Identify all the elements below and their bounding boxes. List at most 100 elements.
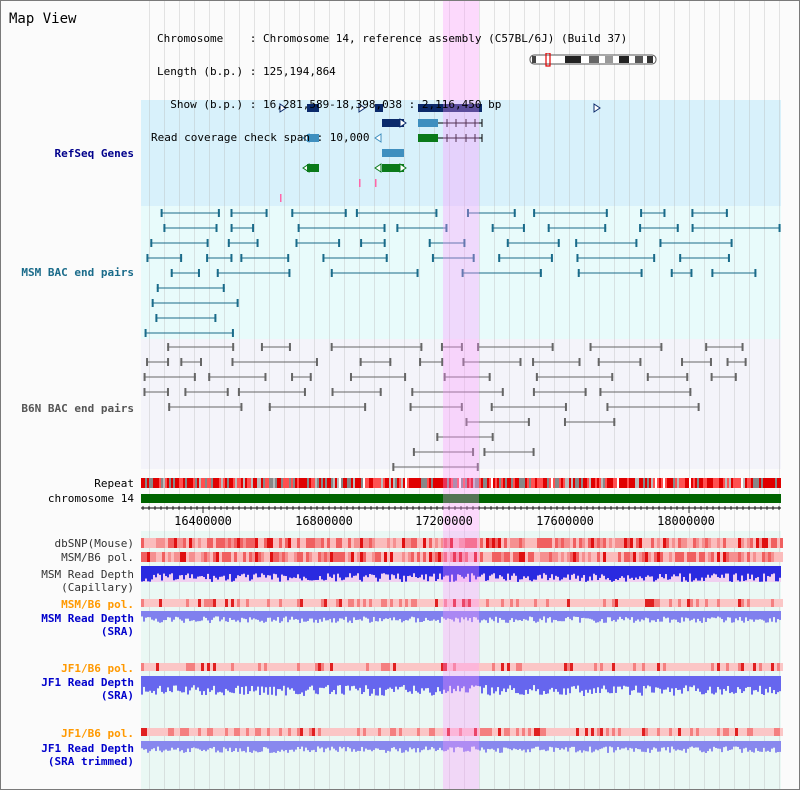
depth-bar — [665, 611, 667, 619]
depth-bar — [467, 566, 469, 574]
depth-bar — [447, 566, 449, 576]
depth-bar — [725, 676, 727, 691]
polymorphism-cell — [414, 552, 417, 562]
depth-bar — [545, 676, 547, 695]
polymorphism-cell — [447, 538, 450, 548]
repeat-segment — [277, 478, 279, 488]
polymorphism-cell — [495, 728, 498, 736]
depth-bar — [229, 741, 231, 748]
msm-bac-pair-end — [428, 239, 431, 247]
chromosome-line: Chromosome : Chromosome 14, reference as… — [157, 32, 628, 45]
polymorphism-cell — [585, 599, 588, 607]
polymorphism-cell — [183, 728, 186, 736]
polymorphism-cell — [342, 599, 345, 607]
depth-bar — [207, 611, 209, 621]
depth-bar — [401, 611, 403, 623]
polymorphism-cell — [771, 552, 774, 562]
depth-bar — [731, 741, 733, 750]
polymorphism-cell — [594, 599, 597, 607]
repeat-segment — [473, 478, 475, 488]
jf1-b6-pol-label-1[interactable]: JF1/B6 pol. — [61, 662, 134, 675]
repeat-segment — [529, 478, 531, 488]
polymorphism-cell — [504, 728, 507, 736]
polymorphism-cell — [372, 538, 375, 548]
polymorphism-cell — [162, 538, 165, 548]
repeat-segment — [779, 478, 781, 488]
polymorphism-cell — [720, 663, 723, 671]
polymorphism-cell — [159, 599, 162, 607]
depth-bar — [507, 676, 509, 689]
polymorphism-cell — [171, 552, 174, 562]
depth-bar — [389, 566, 391, 580]
repeat-segment — [551, 478, 553, 488]
repeat-segment — [729, 478, 731, 488]
grid-line — [404, 1, 405, 789]
polymorphism-cell — [282, 538, 285, 548]
polymorphism-cell — [279, 663, 282, 671]
polymorphism-cell — [744, 728, 747, 736]
msm-b6-pol-label-2[interactable]: MSM/B6 pol. — [61, 598, 134, 611]
depth-bar — [513, 566, 515, 574]
polymorphism-cell — [249, 663, 252, 671]
depth-bar — [371, 676, 373, 694]
polymorphism-cell — [528, 552, 531, 562]
depth-bar — [515, 566, 517, 576]
msm-b6-pol-label-1[interactable]: MSM/B6 pol. — [61, 551, 134, 564]
polymorphism-cell — [453, 663, 456, 671]
polymorphism-cell — [177, 728, 180, 736]
depth-bar — [235, 566, 237, 579]
polymorphism-cell — [759, 728, 762, 736]
refseq-genes-label[interactable]: RefSeq Genes — [54, 147, 134, 160]
msm-bac-end-pairs-label[interactable]: MSM BAC end pairs — [21, 266, 134, 279]
depth-bar — [323, 566, 325, 581]
polymorphism-cell — [633, 599, 636, 607]
msm-bac-pair-end — [338, 239, 341, 247]
depth-bar — [383, 676, 385, 696]
polymorphism-cell — [375, 663, 378, 671]
repeat-segment — [703, 478, 705, 488]
polymorphism-cell — [567, 663, 570, 671]
polymorphism-cell — [327, 663, 330, 671]
dbsnp-label[interactable]: dbSNP(Mouse) — [54, 537, 134, 550]
depth-bar — [643, 741, 645, 752]
depth-bar — [689, 741, 691, 748]
polymorphism-cell — [525, 663, 528, 671]
depth-bar — [183, 566, 185, 580]
depth-bar — [153, 741, 155, 749]
msm-bac-pair-end — [445, 224, 448, 232]
polymorphism-cell — [171, 663, 174, 671]
depth-bar — [647, 741, 649, 749]
polymorphism-cell — [207, 599, 210, 607]
depth-bar — [619, 741, 621, 750]
depth-bar — [481, 566, 483, 575]
msm-read-depth-sra-label[interactable]: MSM Read Depth — [41, 612, 134, 625]
jf1-b6-pol-label-2[interactable]: JF1/B6 pol. — [61, 727, 134, 740]
b6n-bac-end-pairs-label[interactable]: B6N BAC end pairs — [21, 402, 134, 415]
polymorphism-cell — [657, 663, 660, 671]
depth-bar — [637, 566, 639, 580]
chromosome-ideogram[interactable] — [529, 53, 659, 67]
depth-bar — [631, 566, 633, 578]
polymorphism-cell — [714, 663, 717, 671]
polymorphism-cell — [600, 538, 603, 548]
jf1-read-depth-sra-label[interactable]: JF1 Read Depth — [41, 676, 134, 689]
polymorphism-cell — [552, 538, 555, 548]
depth-bar — [537, 611, 539, 622]
polymorphism-cell — [327, 599, 330, 607]
depth-bar — [457, 611, 459, 619]
polymorphism-cell — [474, 552, 477, 562]
depth-bar — [359, 741, 361, 752]
polymorphism-cell — [237, 599, 240, 607]
depth-bar — [587, 676, 589, 693]
polymorphism-cell — [765, 663, 768, 671]
jf1-read-depth-trimmed-label[interactable]: JF1 Read Depth — [41, 742, 134, 755]
polymorphism-cell — [540, 552, 543, 562]
polymorphism-cell — [558, 538, 561, 548]
depth-bar — [261, 676, 263, 687]
polymorphism-cell — [234, 538, 237, 548]
depth-bar — [535, 611, 537, 623]
depth-bar — [285, 611, 287, 617]
msm-bac-pair-end — [577, 269, 580, 277]
msm-read-depth-capillary-label[interactable]: MSM Read Depth — [41, 568, 134, 581]
